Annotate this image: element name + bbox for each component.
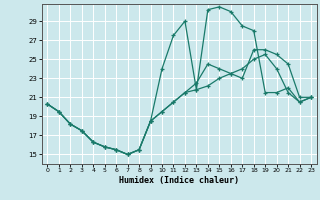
X-axis label: Humidex (Indice chaleur): Humidex (Indice chaleur) [119, 176, 239, 185]
